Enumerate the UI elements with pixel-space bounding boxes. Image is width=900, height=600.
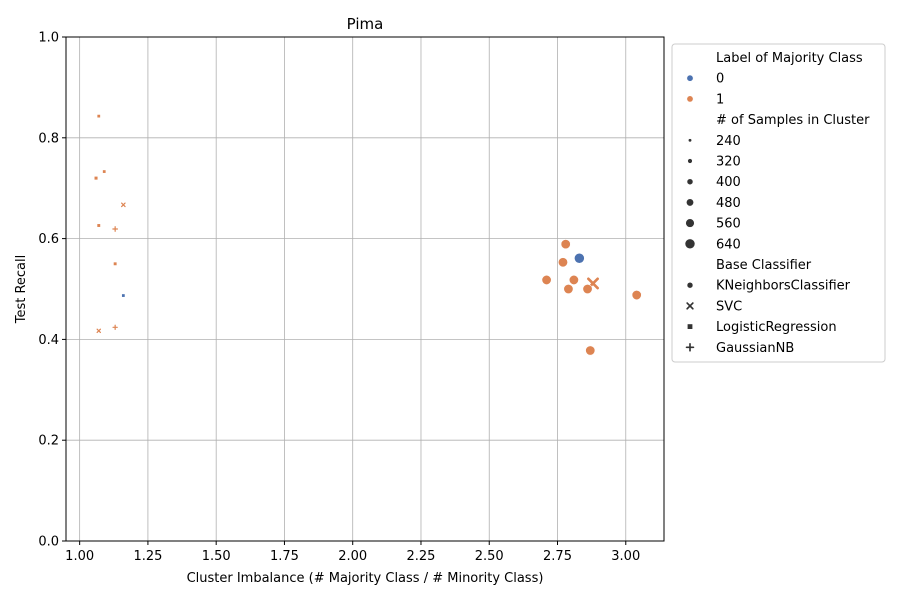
data-point-circle [582, 283, 593, 295]
y-tick-label: 0.6 [38, 232, 59, 247]
x-tick-label: 1.25 [133, 549, 162, 564]
x-tick-label: 1.50 [202, 549, 231, 564]
legend-style-label: GaussianNB [716, 341, 794, 356]
legend-size-marker [687, 138, 693, 143]
data-point-square [97, 224, 101, 227]
legend-style-label: LogisticRegression [716, 320, 837, 335]
legend-size-title: # of Samples in Cluster [716, 113, 870, 128]
x-tick-label: 2.75 [543, 549, 572, 564]
data-point-square [121, 294, 125, 297]
legend-frame [671, 43, 886, 363]
legend-size-marker [685, 218, 695, 228]
data-point-circle [585, 345, 596, 356]
data-point-circle [560, 239, 571, 250]
legend-style-marker-square [687, 324, 693, 329]
legend-size-marker [684, 238, 696, 250]
data-points [94, 114, 642, 356]
y-tick-label: 0.4 [38, 333, 59, 348]
data-point-circle [568, 274, 579, 285]
legend-hue-marker [686, 95, 694, 103]
legend-style-label: SVC [716, 299, 742, 314]
data-point-circle [631, 290, 642, 301]
legend-size-label: 400 [716, 175, 741, 190]
y-tick-label: 0.8 [38, 131, 59, 146]
data-point-square [97, 114, 101, 118]
data-point-circle [574, 252, 585, 264]
data-point-plus [112, 226, 119, 232]
data-point-plus [112, 324, 118, 330]
legend-size-label: 320 [716, 155, 741, 170]
x-tick-label: 1.75 [270, 549, 299, 564]
y-tick-label: 1.0 [38, 31, 59, 46]
x-tick-label: 2.50 [475, 549, 504, 564]
legend-size-label: 240 [716, 134, 741, 149]
legend-hue-label: 0 [716, 72, 724, 87]
data-point-square [113, 262, 117, 266]
x-tick-label: 3.00 [611, 549, 640, 564]
legend-style-marker-plus [685, 343, 695, 352]
legend-style-title: Base Classifier [716, 258, 812, 273]
data-point-x [121, 202, 126, 208]
y-axis-label: Test Recall [14, 255, 29, 325]
legend: Label of Majority Class 0 1 # of Samples in… [671, 43, 886, 363]
legend-style-marker-circle [686, 281, 694, 289]
data-point-x [96, 328, 102, 334]
legend-size-label: 560 [716, 217, 741, 232]
x-axis-ticks: 1.00 1.25 1.50 1.75 2.00 2.25 2.50 2.75 3.00 [65, 541, 640, 564]
legend-size-marker [686, 178, 694, 186]
y-axis-ticks: 0.0 0.2 0.4 0.6 0.8 1.0 [38, 31, 66, 550]
plot-frame [65, 36, 665, 542]
legend-style-marker-x [686, 302, 694, 310]
x-tick-label: 2.25 [407, 549, 436, 564]
y-tick-label: 0.2 [38, 434, 59, 449]
data-point-square [102, 170, 106, 173]
data-point-circle [557, 257, 568, 268]
legend-size-label: 480 [716, 196, 741, 211]
x-axis-label: Cluster Imbalance (# Majority Class / # … [187, 571, 544, 586]
legend-style-label: KNeighborsClassifier [716, 279, 851, 294]
x-tick-label: 1.00 [65, 549, 94, 564]
legend-hue-title: Label of Majority Class [716, 51, 863, 66]
data-point-circle [541, 274, 552, 285]
x-tick-label: 2.00 [338, 549, 367, 564]
legend-size-marker [685, 198, 695, 207]
legend-hue-marker [686, 74, 694, 82]
chart-title: Pima [347, 15, 384, 33]
legend-size-marker [687, 158, 693, 164]
data-point-square [94, 176, 98, 180]
legend-size-label: 640 [716, 237, 741, 252]
y-tick-label: 0.0 [38, 535, 59, 550]
data-point-circle [563, 283, 574, 295]
legend-hue-label: 1 [716, 92, 724, 107]
